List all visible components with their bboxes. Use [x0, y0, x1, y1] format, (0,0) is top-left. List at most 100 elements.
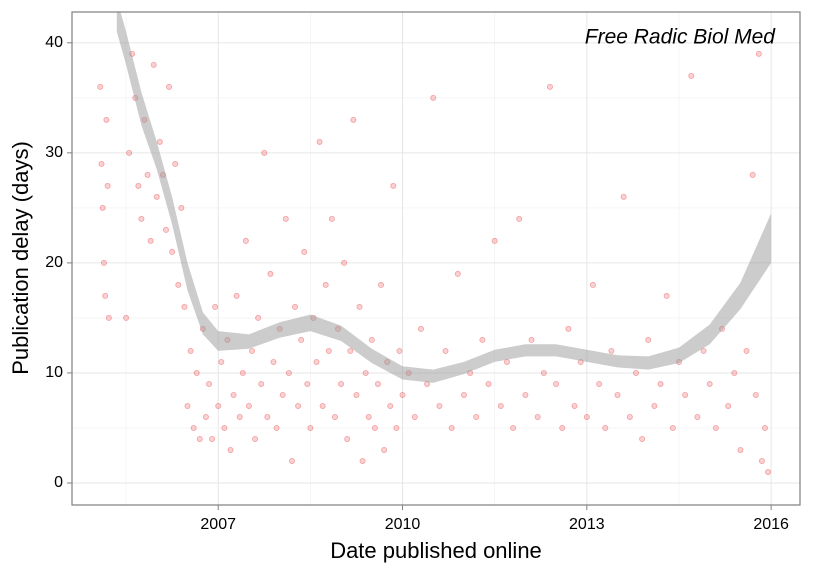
point: [473, 413, 480, 420]
point: [602, 424, 609, 431]
y-tick-label: 10: [45, 364, 63, 381]
point: [230, 391, 237, 398]
point: [264, 413, 271, 420]
point: [368, 336, 375, 343]
point: [614, 391, 621, 398]
point: [540, 369, 547, 376]
point: [632, 369, 639, 376]
point: [298, 336, 305, 343]
point: [491, 237, 498, 244]
point: [313, 358, 320, 365]
point: [399, 391, 406, 398]
point: [97, 83, 104, 90]
point: [99, 204, 106, 211]
point: [328, 215, 335, 222]
point: [205, 380, 212, 387]
point: [608, 347, 615, 354]
point: [743, 347, 750, 354]
point: [712, 424, 719, 431]
point: [553, 380, 560, 387]
point: [126, 149, 133, 156]
point: [316, 138, 323, 145]
point: [304, 380, 311, 387]
point: [105, 314, 112, 321]
y-tick-label: 40: [45, 34, 63, 51]
point: [749, 171, 756, 178]
point: [559, 424, 566, 431]
point: [725, 402, 732, 409]
point: [184, 402, 191, 409]
point: [295, 402, 302, 409]
smooth-band: [116, 12, 772, 383]
point: [218, 358, 225, 365]
point: [645, 336, 652, 343]
point: [393, 424, 400, 431]
point: [325, 347, 332, 354]
point: [233, 292, 240, 299]
point: [479, 336, 486, 343]
point: [138, 215, 145, 222]
point: [485, 380, 492, 387]
point: [169, 248, 176, 255]
point: [669, 424, 676, 431]
point: [442, 347, 449, 354]
point: [350, 116, 357, 123]
point: [682, 391, 689, 398]
x-tick-label: 2007: [200, 516, 236, 533]
point: [147, 237, 154, 244]
point: [270, 358, 277, 365]
point: [620, 193, 627, 200]
point: [153, 193, 160, 200]
point: [261, 149, 268, 156]
point: [162, 226, 169, 233]
point: [387, 402, 394, 409]
point: [356, 303, 363, 310]
point: [249, 347, 256, 354]
point: [187, 347, 194, 354]
point: [181, 303, 188, 310]
point: [497, 402, 504, 409]
plot-border: [71, 11, 801, 506]
point: [285, 369, 292, 376]
point: [166, 83, 173, 90]
point: [236, 413, 243, 420]
point: [209, 435, 216, 442]
y-tick-label: 0: [54, 474, 63, 491]
point: [516, 215, 523, 222]
point: [239, 369, 246, 376]
point: [150, 61, 157, 68]
point: [245, 402, 252, 409]
point: [202, 413, 209, 420]
point: [267, 270, 274, 277]
point: [252, 435, 259, 442]
point: [639, 435, 646, 442]
point: [221, 424, 228, 431]
point: [215, 402, 222, 409]
point: [390, 182, 397, 189]
point: [534, 413, 541, 420]
point: [104, 182, 111, 189]
point: [417, 325, 424, 332]
point: [528, 336, 535, 343]
point: [307, 424, 314, 431]
x-tick-label: 2010: [385, 516, 421, 533]
point: [565, 325, 572, 332]
y-tick-label: 20: [45, 254, 63, 271]
point: [227, 446, 234, 453]
point: [322, 281, 329, 288]
point: [365, 413, 372, 420]
point: [522, 391, 529, 398]
point: [460, 391, 467, 398]
point: [411, 413, 418, 420]
point: [178, 204, 185, 211]
point: [688, 72, 695, 79]
point: [359, 457, 366, 464]
point: [761, 424, 768, 431]
x-axis-title: Date published online: [330, 538, 542, 563]
annotation: Free Radic Biol Med: [585, 26, 777, 49]
point: [371, 424, 378, 431]
point: [319, 402, 326, 409]
point: [353, 391, 360, 398]
point: [103, 116, 110, 123]
